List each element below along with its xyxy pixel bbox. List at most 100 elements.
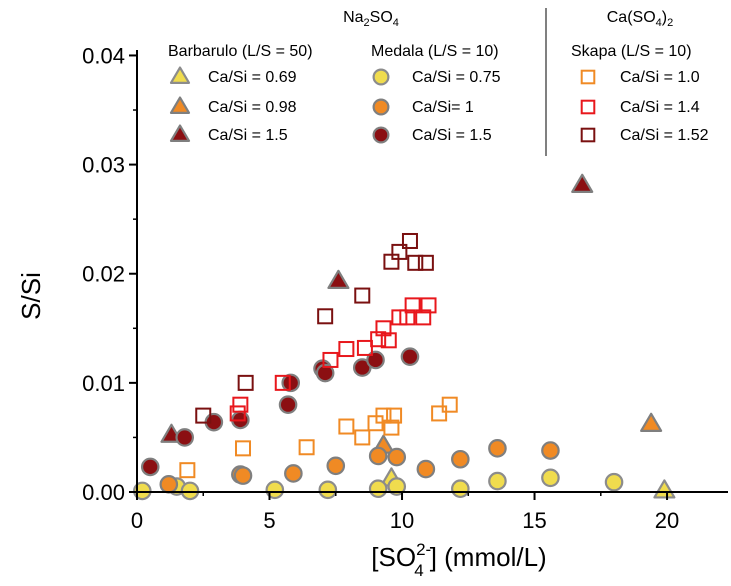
legend-entry-label: Ca/Si = 1.52 bbox=[620, 127, 709, 144]
data-point bbox=[451, 449, 470, 469]
data-point bbox=[315, 363, 335, 383]
data-point bbox=[140, 457, 160, 477]
data-point bbox=[179, 462, 196, 479]
legend-entry-label: Ca/Si = 1.5 bbox=[208, 127, 288, 144]
data-point bbox=[368, 446, 388, 466]
legend-marker bbox=[169, 124, 191, 142]
x-tick-label: 0 bbox=[131, 508, 143, 533]
data-point bbox=[387, 477, 407, 496]
data-point bbox=[383, 419, 400, 436]
data-point bbox=[338, 418, 355, 435]
data-point bbox=[571, 173, 594, 193]
data-point bbox=[274, 374, 291, 391]
y-tick-label: 0.04 bbox=[82, 43, 125, 68]
data-point bbox=[431, 405, 448, 422]
data-point bbox=[356, 339, 373, 356]
data-point bbox=[175, 428, 195, 447]
legend-marker bbox=[580, 99, 596, 115]
series-barbarulo bbox=[160, 173, 594, 443]
data-point bbox=[400, 347, 420, 366]
data-point bbox=[404, 297, 421, 314]
legend-col-title-barbarulo: Barbarulo (L/S = 50) bbox=[168, 43, 313, 60]
data-point bbox=[488, 439, 507, 458]
data-point bbox=[407, 254, 424, 271]
data-point bbox=[375, 320, 392, 337]
data-point bbox=[317, 308, 334, 325]
data-point bbox=[386, 407, 403, 424]
data-point bbox=[653, 479, 676, 499]
data-point bbox=[284, 464, 303, 483]
legend-entry-label: Ca/Si = 1.5 bbox=[412, 127, 492, 144]
legend-marker bbox=[580, 69, 596, 85]
data-point bbox=[338, 341, 355, 358]
data-point bbox=[416, 459, 436, 479]
data-point bbox=[322, 351, 339, 368]
data-point bbox=[265, 480, 285, 500]
data-point bbox=[541, 468, 560, 488]
legend-entry-label: Ca/Si = 0.98 bbox=[208, 99, 297, 116]
data-point bbox=[298, 439, 315, 456]
data-point bbox=[399, 309, 416, 326]
data-point bbox=[229, 405, 246, 422]
y-axis-title: S/Si bbox=[16, 272, 46, 320]
data-point bbox=[233, 466, 253, 485]
axes: 0 5 10 15 20 0.00 0.01 0.02 0.03 0.04 bbox=[82, 43, 728, 533]
y-tick-label: 0.01 bbox=[82, 371, 125, 396]
y-tick-label: 0.02 bbox=[82, 262, 125, 287]
data-point bbox=[133, 481, 152, 501]
data-point bbox=[318, 480, 338, 500]
x-tick-label: 20 bbox=[655, 508, 679, 533]
legend-marker bbox=[580, 127, 596, 143]
data-point bbox=[451, 479, 470, 499]
data-point bbox=[370, 331, 387, 348]
data-point bbox=[237, 374, 254, 391]
x-tick-label: 10 bbox=[390, 508, 414, 533]
series-skapa bbox=[179, 396, 458, 479]
data-point bbox=[235, 440, 252, 457]
series-skapa bbox=[195, 232, 434, 424]
data-point bbox=[232, 396, 249, 413]
data-point bbox=[604, 472, 624, 492]
y-tick-label: 0.03 bbox=[82, 153, 125, 178]
legend-entry-label: Ca/Si = 1.4 bbox=[620, 99, 700, 116]
series-barbarulo bbox=[372, 412, 663, 454]
legend-group-title-caso4: Ca(SO4)2 bbox=[607, 9, 673, 29]
legend-entry-label: Ca/Si= 1 bbox=[412, 99, 474, 116]
legend-entry-label: Ca/Si = 1.0 bbox=[620, 69, 700, 86]
data-point bbox=[368, 479, 388, 499]
x-axis-title: [SO2-4] (mmol/L) bbox=[371, 540, 546, 580]
series-medala bbox=[133, 468, 624, 501]
legend-marker bbox=[372, 98, 390, 116]
data-point bbox=[488, 471, 507, 491]
data-point bbox=[180, 481, 200, 501]
legend-marker bbox=[372, 126, 390, 144]
legend-group-title-na2so4: Na2SO4 bbox=[343, 9, 399, 29]
data-point bbox=[354, 429, 371, 446]
legend-marker bbox=[169, 96, 191, 114]
series-skapa bbox=[229, 297, 437, 422]
data-point bbox=[327, 269, 350, 289]
y-tick-label: 0.00 bbox=[82, 480, 125, 505]
x-tick-label: 15 bbox=[522, 508, 546, 533]
data-point bbox=[354, 287, 371, 304]
legend-entry-label: Ca/Si = 0.69 bbox=[208, 69, 297, 86]
data-point bbox=[415, 309, 432, 326]
data-point bbox=[401, 232, 418, 249]
legend-marker bbox=[372, 68, 390, 86]
data-point bbox=[417, 254, 434, 271]
data-point bbox=[278, 395, 298, 414]
data-point bbox=[391, 243, 408, 260]
data-point bbox=[640, 412, 663, 432]
x-tick-label: 5 bbox=[263, 508, 275, 533]
data-point bbox=[541, 441, 560, 460]
legend-marker bbox=[169, 66, 191, 84]
legend: Na2SO4 Ca(SO4)2 Barbarulo (L/S = 50) Medala… bbox=[168, 8, 709, 156]
data-point bbox=[380, 332, 397, 349]
legend-col-title-skapa: Skapa (L/S = 10) bbox=[571, 43, 692, 60]
data-points bbox=[133, 173, 676, 501]
data-point bbox=[326, 456, 346, 476]
legend-col-title-medala: Medala (L/S = 10) bbox=[371, 43, 499, 60]
data-point bbox=[387, 447, 407, 467]
legend-entry-label: Ca/Si = 0.75 bbox=[412, 69, 501, 86]
